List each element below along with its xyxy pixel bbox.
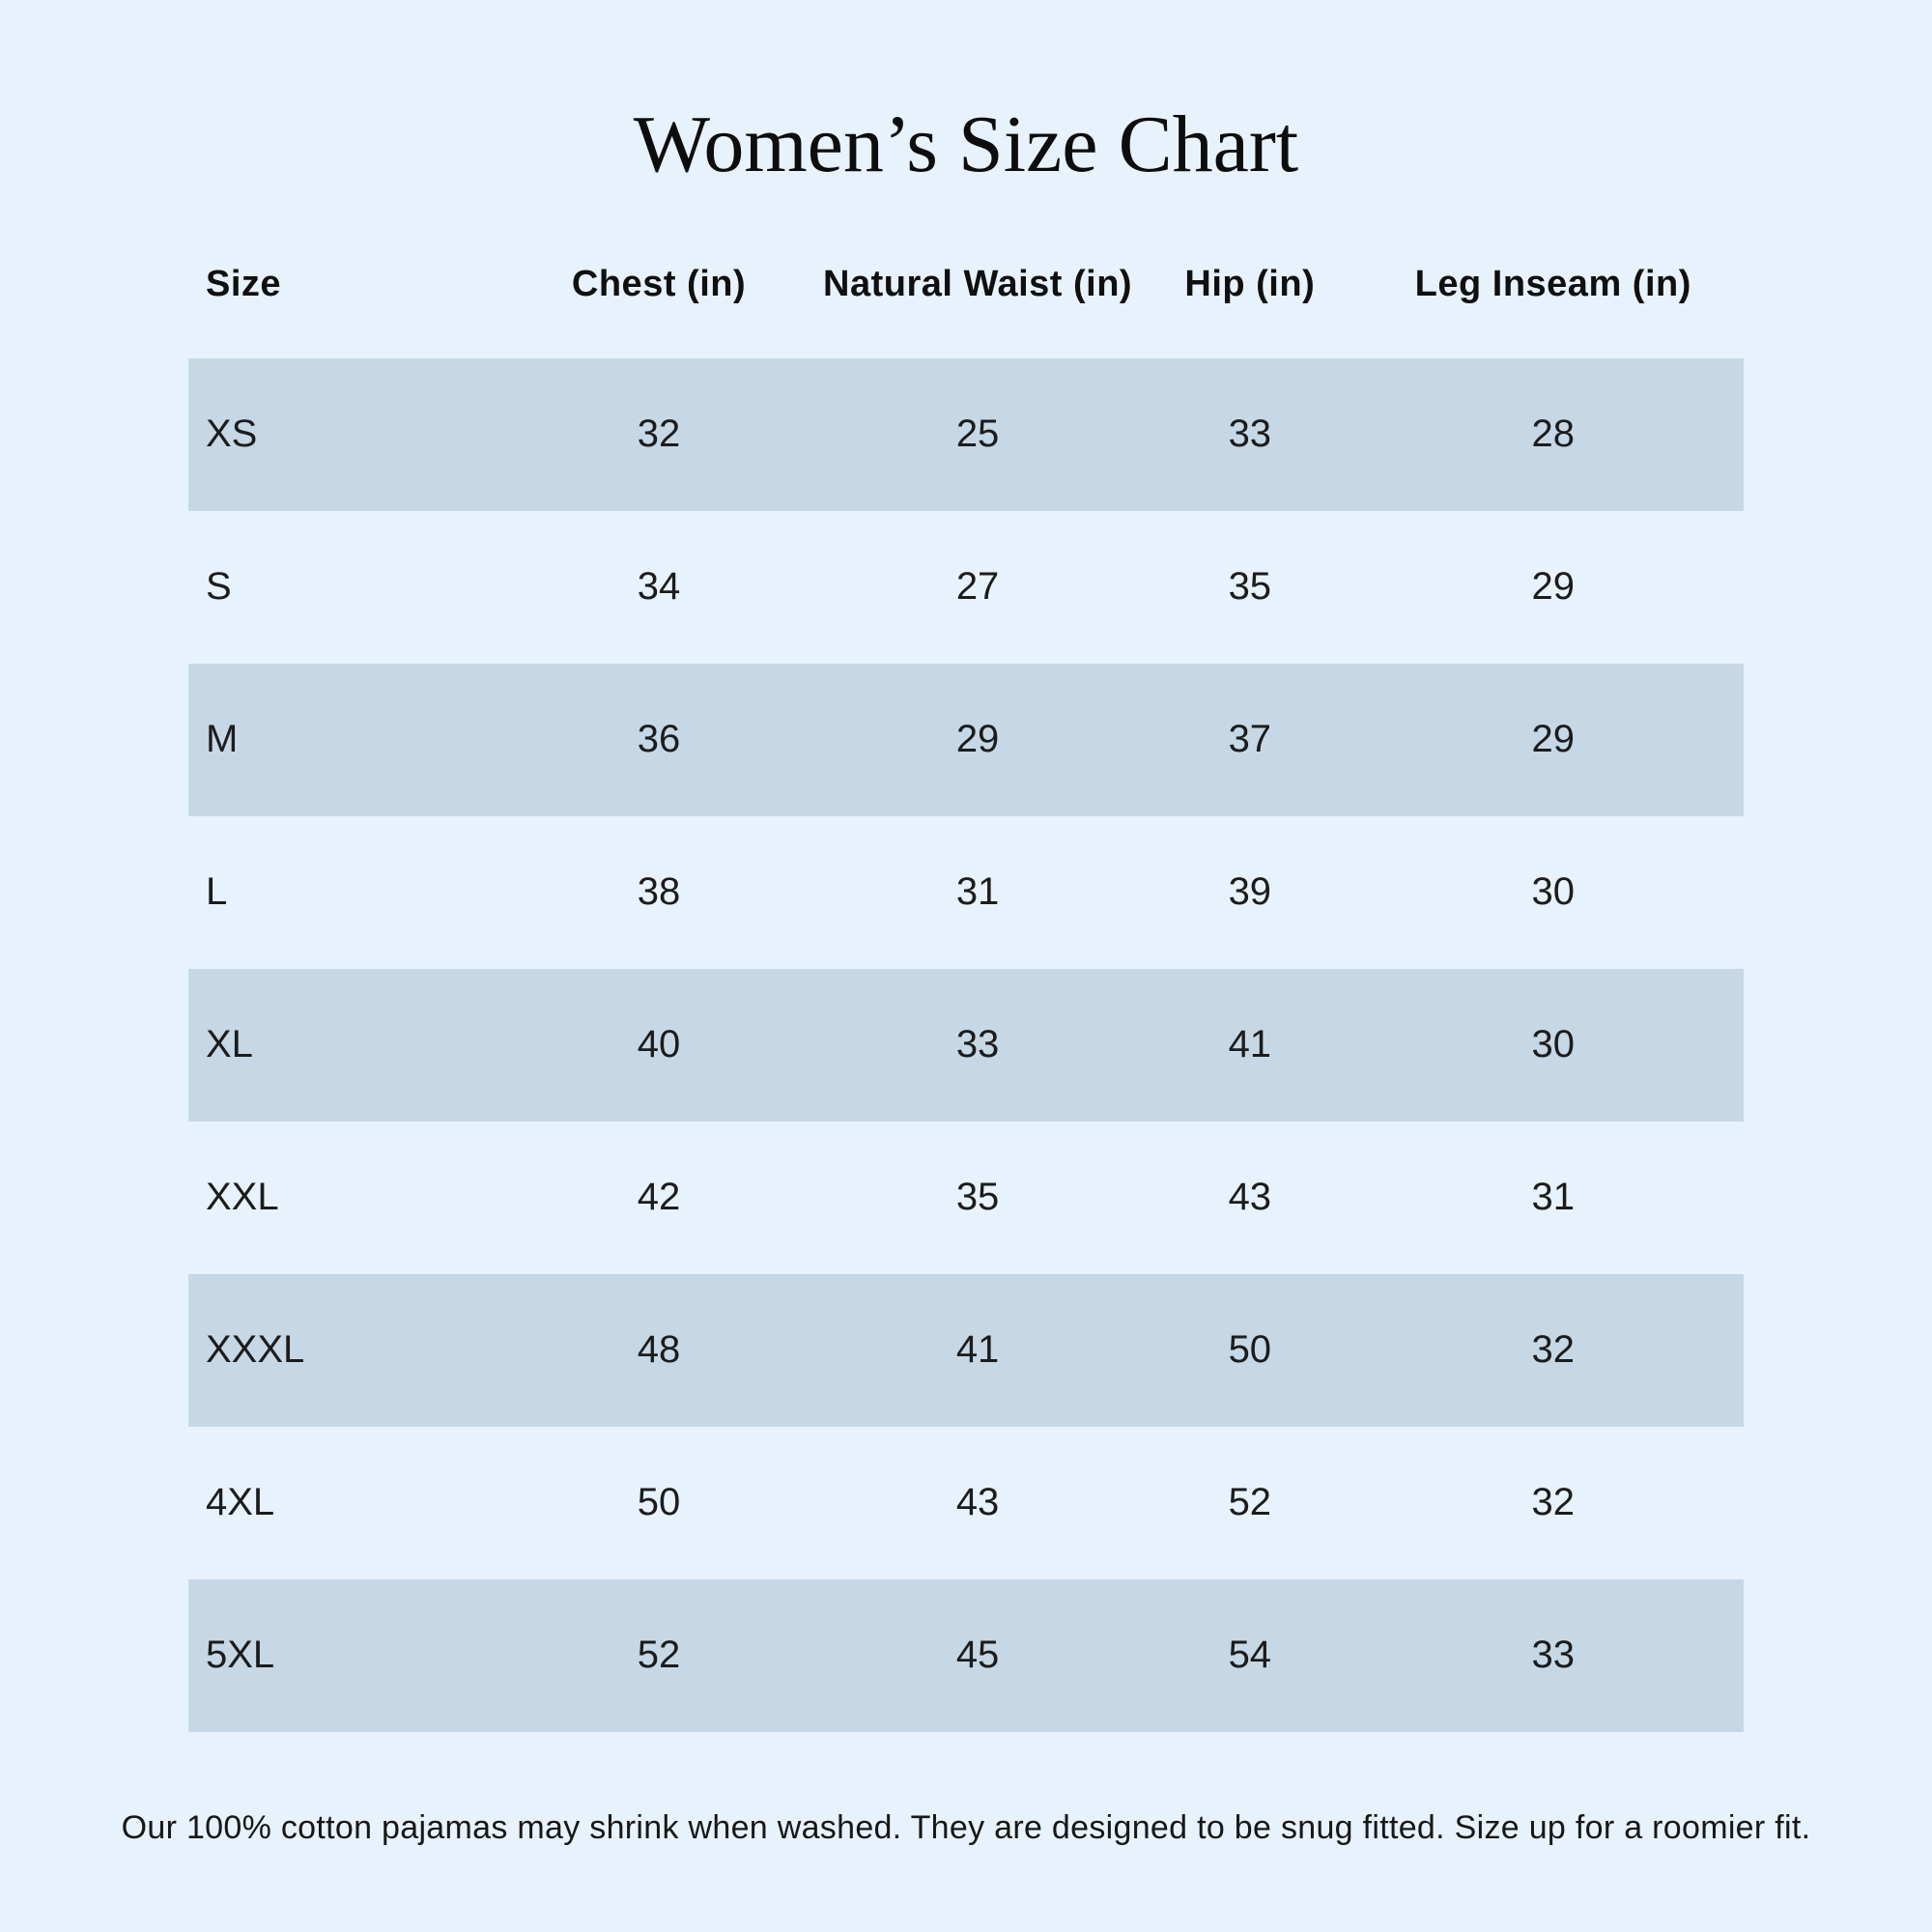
cell-inseam: 29 bbox=[1531, 565, 1576, 609]
table-row-xxl: XXL 42 35 43 31 bbox=[188, 1122, 1744, 1274]
cell-inseam: 30 bbox=[1531, 870, 1576, 914]
cell-waist: 45 bbox=[955, 1634, 1000, 1677]
cell-waist: 41 bbox=[955, 1328, 1000, 1372]
table-row-l: L 38 31 39 30 bbox=[188, 816, 1744, 969]
table-row-5xl: 5XL 52 45 54 33 bbox=[188, 1578, 1744, 1732]
cell-size: XS bbox=[206, 412, 258, 456]
column-header-chest: Chest (in) bbox=[571, 264, 747, 305]
cell-chest: 42 bbox=[637, 1176, 681, 1219]
column-header-waist: Natural Waist (in) bbox=[823, 264, 1133, 305]
table-row-xs: XS 32 25 33 28 bbox=[188, 357, 1744, 511]
table-header-row: Size Chest (in) Natural Waist (in) Hip (… bbox=[188, 212, 1744, 358]
cell-chest: 36 bbox=[637, 718, 681, 761]
cell-inseam: 32 bbox=[1531, 1328, 1576, 1372]
cell-chest: 32 bbox=[637, 412, 681, 456]
cell-inseam: 33 bbox=[1531, 1634, 1576, 1677]
column-header-inseam: Leg Inseam (in) bbox=[1414, 264, 1691, 305]
cell-hip: 35 bbox=[1228, 565, 1272, 609]
cell-size: XL bbox=[206, 1023, 253, 1066]
column-header-hip: Hip (in) bbox=[1184, 264, 1316, 305]
column-header-size: Size bbox=[206, 264, 282, 305]
cell-waist: 25 bbox=[955, 412, 1000, 456]
cell-chest: 48 bbox=[637, 1328, 681, 1372]
table-row-xxxl: XXXL 48 41 50 32 bbox=[188, 1273, 1744, 1427]
table-row-4xl: 4XL 50 43 52 32 bbox=[188, 1427, 1744, 1579]
cell-waist: 29 bbox=[955, 718, 1000, 761]
table-body: XS 32 25 33 28 S 34 27 35 29 M 36 29 37 … bbox=[188, 357, 1744, 1732]
cell-hip: 37 bbox=[1228, 718, 1272, 761]
cell-hip: 33 bbox=[1228, 412, 1272, 456]
cell-inseam: 30 bbox=[1531, 1023, 1576, 1066]
table-row-m: M 36 29 37 29 bbox=[188, 663, 1744, 816]
cell-hip: 54 bbox=[1228, 1634, 1272, 1677]
cell-inseam: 29 bbox=[1531, 718, 1576, 761]
cell-chest: 38 bbox=[637, 870, 681, 914]
cell-waist: 33 bbox=[955, 1023, 1000, 1066]
cell-chest: 50 bbox=[637, 1481, 681, 1524]
cell-size: 4XL bbox=[206, 1481, 275, 1524]
cell-size: M bbox=[206, 718, 239, 761]
table-header: Size Chest (in) Natural Waist (in) Hip (… bbox=[188, 212, 1744, 358]
table-row-s: S 34 27 35 29 bbox=[188, 511, 1744, 664]
cell-hip: 39 bbox=[1228, 870, 1272, 914]
cell-hip: 50 bbox=[1228, 1328, 1272, 1372]
cell-size: XXXL bbox=[206, 1328, 305, 1372]
cell-inseam: 28 bbox=[1531, 412, 1576, 456]
cell-waist: 35 bbox=[955, 1176, 1000, 1219]
cell-hip: 41 bbox=[1228, 1023, 1272, 1066]
cell-chest: 40 bbox=[637, 1023, 681, 1066]
cell-inseam: 31 bbox=[1531, 1176, 1576, 1219]
cell-chest: 34 bbox=[637, 565, 681, 609]
size-chart-table: Size Chest (in) Natural Waist (in) Hip (… bbox=[188, 212, 1744, 1732]
cell-chest: 52 bbox=[637, 1634, 681, 1677]
cell-waist: 27 bbox=[955, 565, 1000, 609]
cell-hip: 43 bbox=[1228, 1176, 1272, 1219]
page-title: Women’s Size Chart bbox=[633, 99, 1299, 189]
cell-hip: 52 bbox=[1228, 1481, 1272, 1524]
cell-inseam: 32 bbox=[1531, 1481, 1576, 1524]
cell-size: S bbox=[206, 565, 232, 609]
cell-waist: 43 bbox=[955, 1481, 1000, 1524]
cell-size: XXL bbox=[206, 1176, 279, 1219]
cell-waist: 31 bbox=[955, 870, 1000, 914]
cell-size: 5XL bbox=[206, 1634, 275, 1677]
footer-note: Our 100% cotton pajamas may shrink when … bbox=[121, 1808, 1811, 1846]
cell-size: L bbox=[206, 870, 228, 914]
table-row-xl: XL 40 33 41 30 bbox=[188, 968, 1744, 1122]
